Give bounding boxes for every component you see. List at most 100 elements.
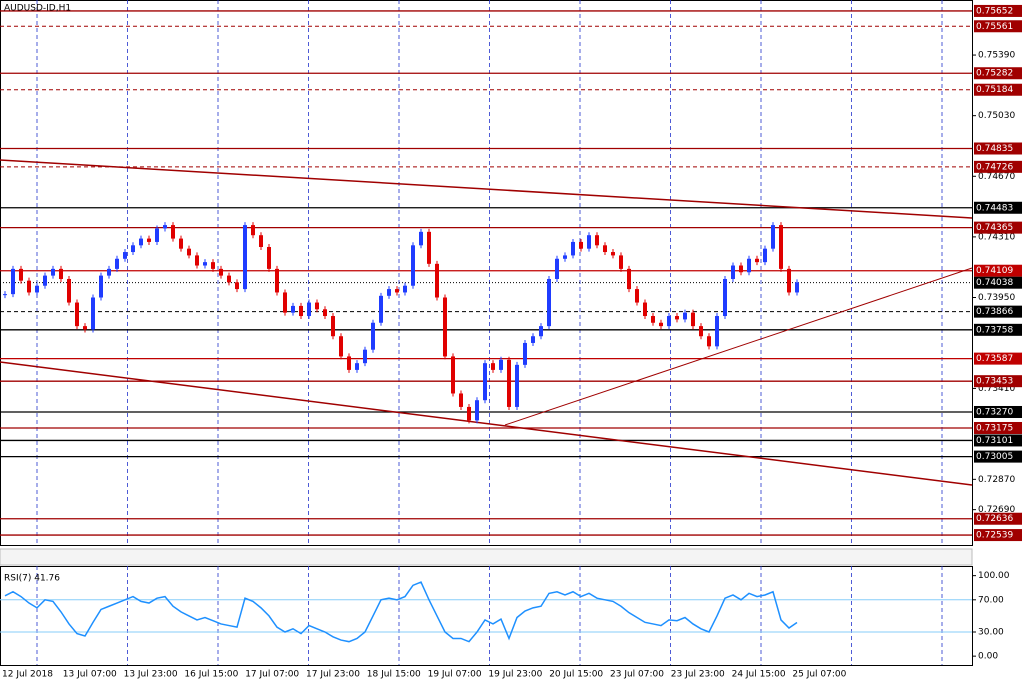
candle: [211, 262, 215, 269]
candle: [459, 393, 463, 407]
candle: [115, 258, 119, 269]
candle: [779, 225, 783, 269]
candle: [571, 241, 575, 256]
candle: [227, 275, 231, 283]
rsi-tick-label: 70.00: [978, 595, 1004, 605]
candle: [491, 363, 495, 370]
candle: [379, 295, 383, 323]
level-label-box: [974, 4, 1022, 17]
level-label: 0.73005: [976, 452, 1013, 462]
candle: [507, 359, 511, 407]
candle: [27, 280, 31, 293]
candle: [147, 238, 151, 242]
candle: [299, 305, 303, 317]
time-label: 13 Jul 07:00: [63, 670, 117, 680]
candle: [563, 255, 567, 259]
candle: [627, 268, 631, 290]
candle: [307, 302, 311, 317]
candle: [579, 241, 583, 249]
candle: [635, 289, 639, 303]
candle: [547, 278, 551, 327]
candle: [267, 246, 271, 269]
candle: [715, 316, 719, 347]
level-label-box: [974, 201, 1022, 214]
candle: [667, 316, 671, 327]
candle: [67, 278, 71, 303]
candle: [419, 231, 423, 246]
candle: [587, 235, 591, 249]
candle: [139, 238, 143, 246]
level-label: 0.74726: [976, 162, 1013, 172]
candle: [283, 292, 287, 313]
y-tick-label: 0.75030: [978, 111, 1015, 121]
candle: [595, 235, 599, 246]
level-label: 0.73453: [976, 377, 1013, 387]
level-label: 0.75652: [976, 6, 1013, 16]
candle: [451, 356, 455, 394]
level-label-box: [974, 20, 1022, 33]
candle: [787, 268, 791, 293]
candle: [603, 245, 607, 253]
level-label: 0.75184: [976, 85, 1013, 95]
y-tick-label: 0.73950: [978, 293, 1015, 303]
candle: [195, 255, 199, 266]
candle: [723, 278, 727, 317]
candle: [99, 275, 103, 298]
level-label: 0.73270: [976, 407, 1013, 417]
time-label: 25 Jul 07:00: [792, 670, 846, 680]
candle: [443, 297, 447, 357]
y-tick-label: 0.72690: [978, 505, 1015, 515]
time-label: 17 Jul 23:00: [306, 670, 360, 680]
candle: [219, 268, 223, 276]
level-label-box: [974, 305, 1022, 318]
candle: [251, 225, 255, 236]
rsi-line: [4, 581, 798, 643]
candle: [763, 248, 767, 263]
candle: [259, 235, 263, 247]
candle: [643, 302, 647, 317]
y-tick-label: 0.74310: [978, 232, 1015, 242]
time-label: 23 Jul 23:00: [671, 670, 725, 680]
level-label: 0.72539: [976, 531, 1013, 541]
rsi-panel: [0, 566, 973, 666]
level-label: 0.74038: [976, 278, 1013, 288]
rsi-title: RSI(7) 41.76: [4, 574, 60, 584]
level-label-box: [974, 434, 1022, 447]
time-label: 17 Jul 07:00: [245, 670, 299, 680]
candle: [499, 359, 503, 370]
candle: [3, 294, 7, 296]
level-label: 0.74483: [976, 203, 1013, 213]
candle: [347, 356, 351, 370]
candle: [107, 268, 111, 276]
level-label-box: [974, 83, 1022, 96]
time-label: 12 Jul 2018: [2, 670, 53, 680]
candle: [395, 289, 399, 293]
level-label: 0.73175: [976, 423, 1013, 433]
level-label-box: [974, 276, 1022, 289]
candle: [179, 238, 183, 249]
level-label-box: [974, 405, 1022, 418]
candle: [19, 268, 23, 281]
level-label: 0.74835: [976, 144, 1013, 154]
object-bar: [0, 548, 973, 566]
level-label: 0.74365: [976, 223, 1013, 233]
level-label-box: [974, 450, 1022, 463]
candle: [675, 316, 679, 320]
time-label: 13 Jul 23:00: [124, 670, 178, 680]
candle: [747, 258, 751, 273]
y-tick-label: 0.75390: [978, 51, 1015, 61]
candle: [651, 316, 655, 323]
trend-line: [0, 361, 973, 486]
candle: [699, 326, 703, 337]
candle: [59, 268, 63, 279]
level-label: 0.73587: [976, 354, 1013, 364]
candle: [539, 326, 543, 337]
level-label-box: [974, 323, 1022, 336]
candle: [483, 363, 487, 401]
candle: [315, 302, 319, 310]
candle: [331, 316, 335, 337]
candle: [683, 312, 687, 320]
candle: [35, 285, 39, 293]
